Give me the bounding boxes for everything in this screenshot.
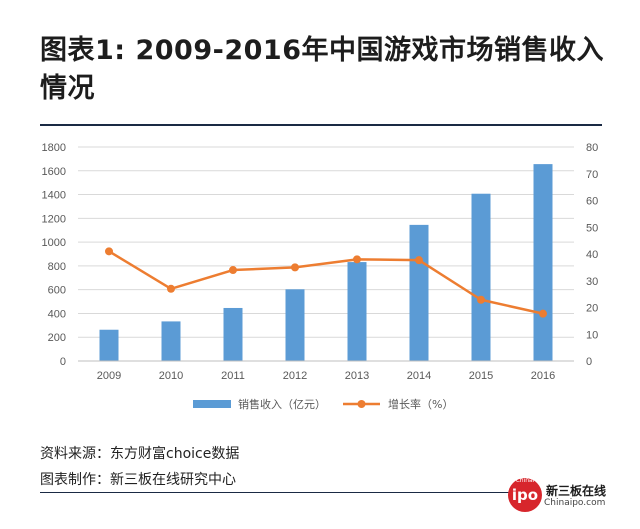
y-left-tick-label: 600 [48, 285, 66, 297]
y-left-tick-label: 1600 [42, 166, 66, 178]
y-right-tick-label: 20 [586, 303, 598, 315]
y-right-tick-label: 50 [586, 222, 598, 234]
left-axis: 0 200 400 600 800 1000 1200 1400 1600 1800 [42, 142, 66, 368]
y-right-tick-label: 30 [586, 276, 598, 288]
bar [161, 321, 181, 361]
x-tick-label: 2010 [159, 370, 183, 382]
bar [285, 289, 305, 361]
x-tick-label: 2016 [531, 370, 555, 382]
bar [471, 193, 491, 361]
line-point [353, 255, 361, 264]
bar [409, 224, 429, 361]
line-point [105, 247, 113, 256]
y-right-tick-label: 60 [586, 196, 598, 208]
y-left-tick-label: 400 [48, 308, 66, 320]
line-point [291, 263, 299, 272]
line-point [229, 266, 237, 275]
y-right-tick-label: 0 [586, 356, 592, 368]
grid-layer [78, 146, 574, 362]
line-point [167, 284, 175, 293]
y-right-tick-label: 80 [586, 142, 598, 154]
x-tick-label: 2013 [345, 370, 369, 382]
logo-name-cn: 新三板在线 [546, 484, 607, 498]
logo-badge-small: Chinai [515, 477, 535, 484]
maker-note: 图表制作：新三板在线研究中心 [40, 472, 236, 488]
title-divider [40, 124, 602, 126]
y-left-tick-label: 200 [48, 332, 66, 344]
logo-badge: Chinai ipo [508, 477, 542, 512]
chart-legend: 销售收入（亿元） 增长率（%） [193, 397, 453, 411]
right-axis: 0 10 20 30 40 50 60 70 80 [586, 142, 598, 368]
bar [533, 164, 553, 361]
page-title: 图表1: 2009-2016年中国游戏市场销售收入情况 [40, 35, 604, 104]
line-point [415, 256, 423, 265]
x-tick-label: 2012 [283, 370, 307, 382]
y-left-tick-label: 1200 [42, 213, 66, 225]
line-point [477, 295, 485, 304]
source-note: 资料来源：东方财富choice数据 [40, 446, 240, 462]
x-tick-label: 2009 [97, 370, 121, 382]
legend-swatch-point [357, 400, 366, 408]
x-tick-label: 2015 [469, 370, 493, 382]
y-left-tick-label: 1800 [42, 142, 66, 154]
logo-name-en: Chinaipo.com [544, 498, 606, 508]
legend-swatch-bar [193, 400, 231, 408]
brand-logo: Chinai ipo 新三板在线 Chinaipo.com [508, 476, 616, 516]
legend-label-bar: 销售收入（亿元） [238, 397, 326, 411]
growth-line [108, 250, 544, 315]
sales-revenue-chart: 0 200 400 600 800 1000 1200 1400 1600 1800 0 10 20 3… [42, 142, 599, 411]
logo-badge-main: ipo [511, 486, 539, 504]
bar [99, 329, 119, 361]
y-right-tick-label: 40 [586, 249, 598, 261]
y-left-tick-label: 0 [60, 356, 66, 368]
bar [347, 262, 367, 361]
y-left-tick-label: 800 [48, 261, 66, 273]
x-tick-label: 2014 [407, 370, 431, 382]
line-point [539, 309, 547, 318]
x-tick-label: 2011 [221, 370, 245, 382]
y-right-tick-label: 70 [586, 169, 598, 181]
x-axis: 2009 2010 2011 2012 2013 2014 2015 2016 [78, 360, 574, 382]
footer-divider [40, 492, 510, 493]
y-right-tick-label: 10 [586, 329, 598, 341]
y-left-tick-label: 1000 [42, 237, 66, 249]
line-series [105, 247, 547, 318]
legend-label-line: 增长率（%） [388, 397, 453, 411]
y-left-tick-label: 1400 [42, 190, 66, 202]
bar [223, 307, 243, 361]
